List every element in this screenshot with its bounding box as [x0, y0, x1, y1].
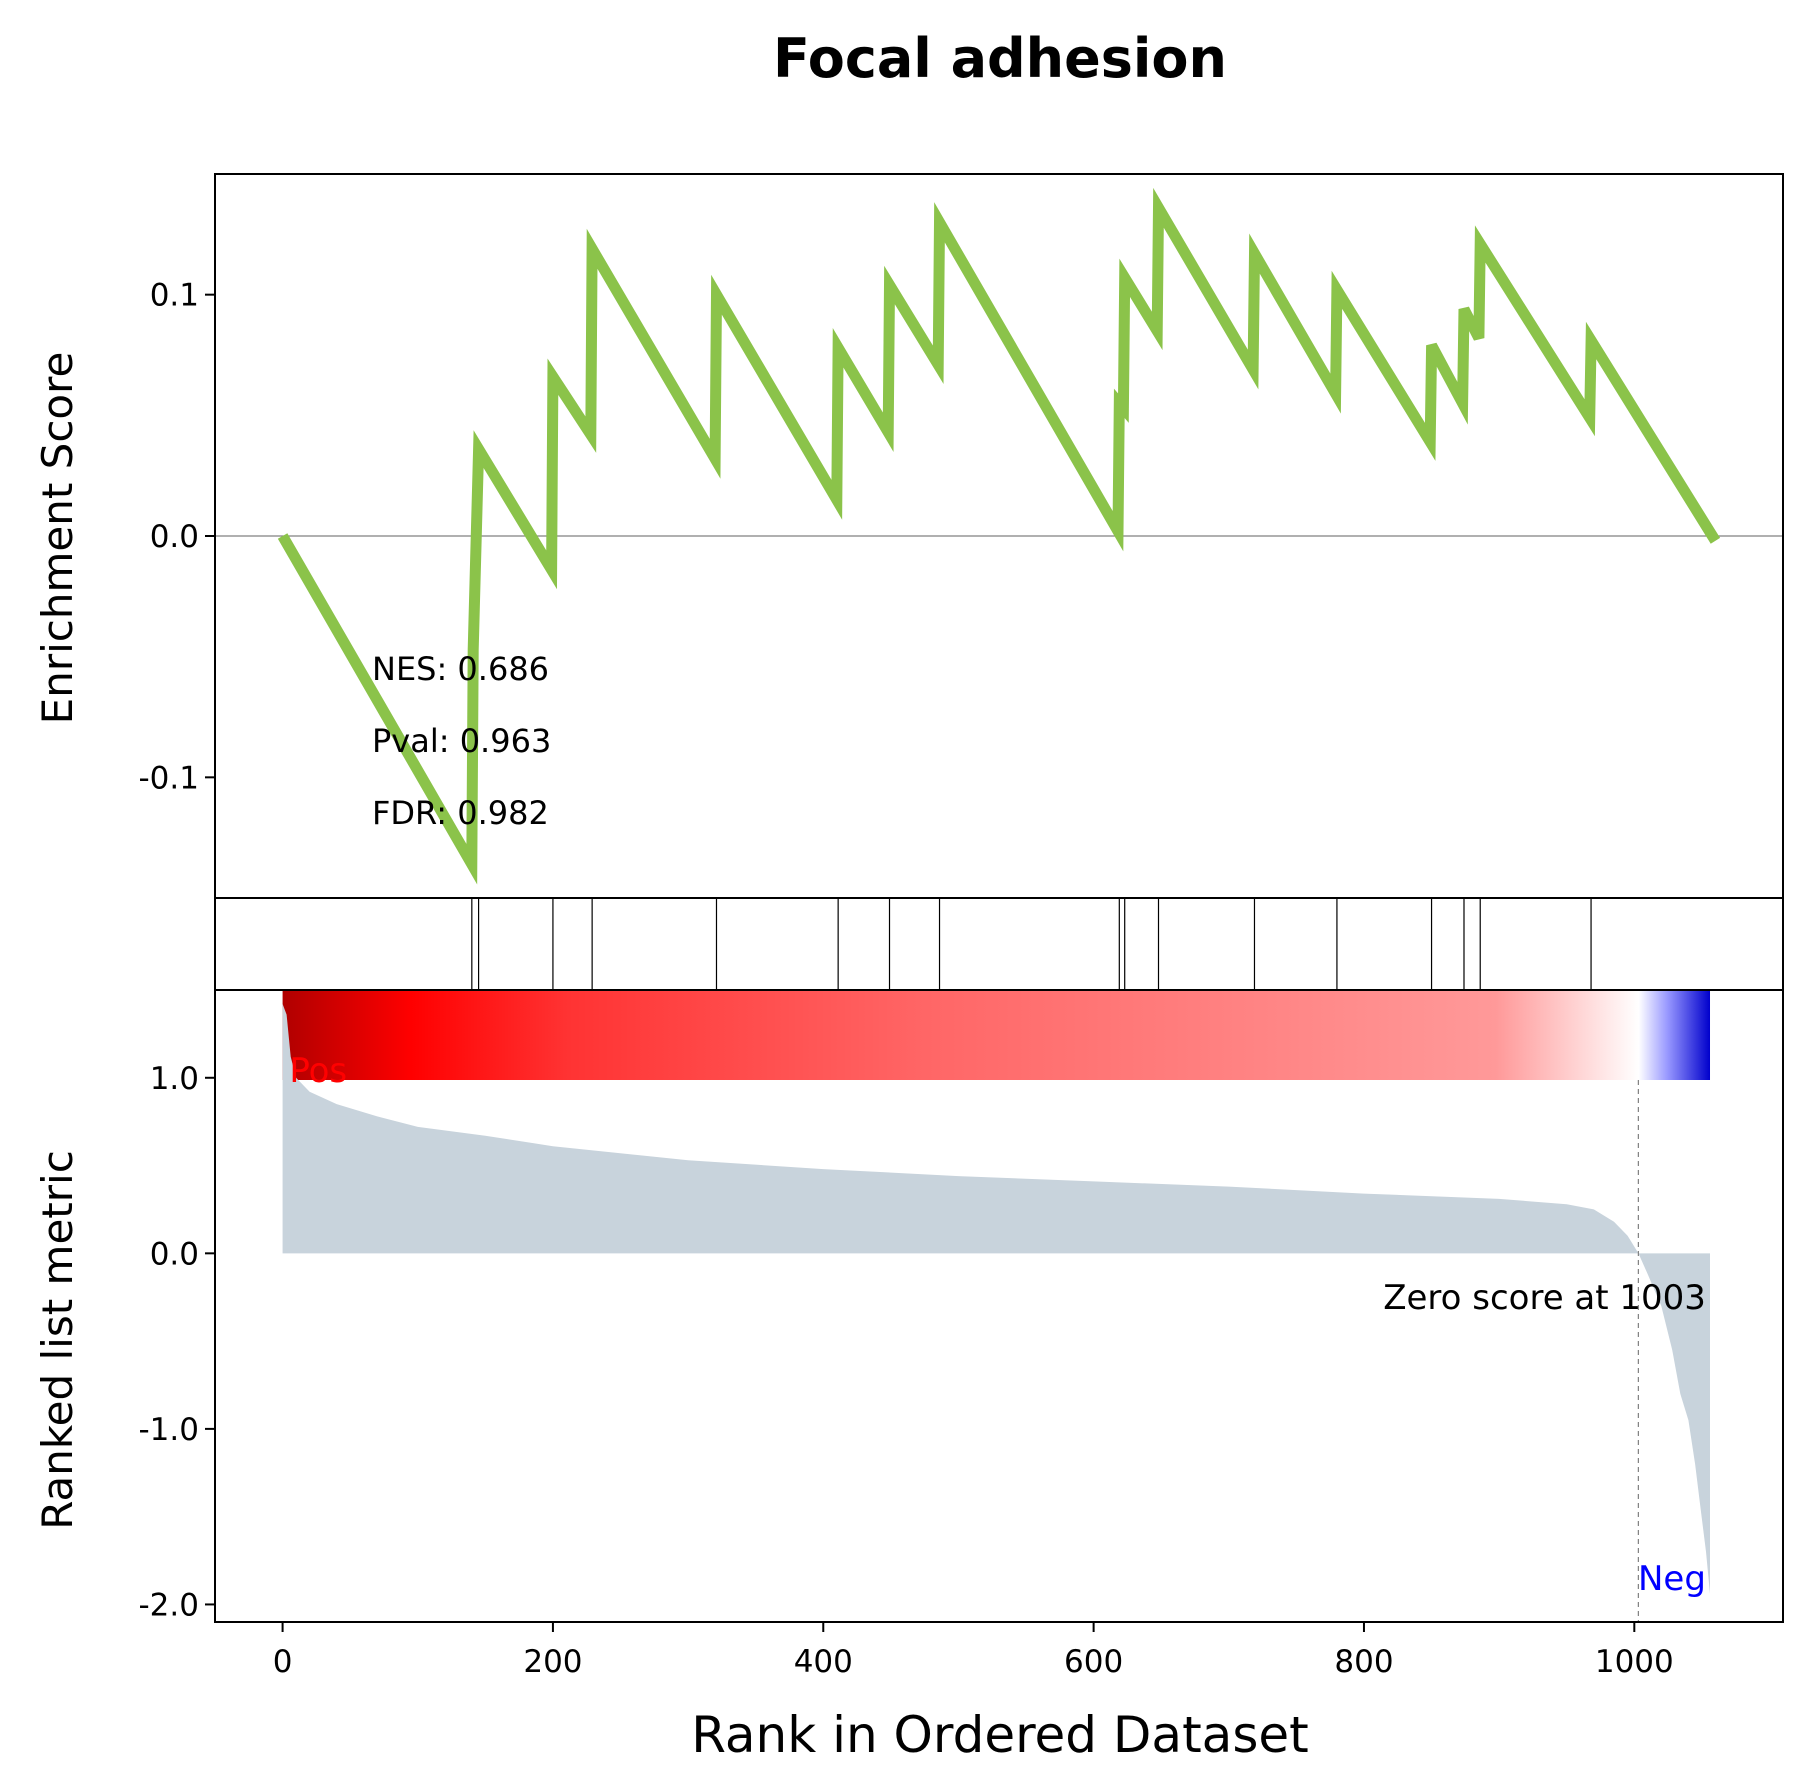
metric-panel-frame [214, 989, 1784, 1623]
es-y-tick-label: 0.1 [150, 278, 199, 314]
metric-y-ticks: 1.0 0.0 -1.0 -2.0 [139, 1061, 215, 1623]
x-tick-label: 1000 [1595, 1644, 1674, 1680]
x-tick-label: 600 [1064, 1644, 1123, 1680]
chart-title: Focal adhesion [773, 27, 1227, 90]
hits-panel-frame [214, 897, 1784, 991]
enrichment-score-panel: 0.1 0.0 -0.1 Enrichment Score NES: 0.686 P… [33, 173, 1784, 899]
nes-annotation: NES: 0.686 [372, 650, 549, 688]
es-y-tick-label: -0.1 [139, 760, 200, 796]
metric-y-tick-label: -1.0 [139, 1412, 200, 1448]
metric-y-tick-label: -2.0 [139, 1587, 200, 1623]
fdr-annotation: FDR: 0.982 [372, 794, 549, 832]
pval-annotation: Pval: 0.963 [372, 722, 551, 760]
gene-hits-panel [214, 897, 1784, 991]
enrichment-score-line [277, 187, 1721, 885]
es-y-tick-label: 0.0 [150, 519, 199, 555]
rank-heatmap-bar [282, 990, 1711, 1080]
x-ticks: 0 200 400 600 800 1000 [273, 1622, 1674, 1680]
x-tick-label: 800 [1334, 1644, 1393, 1680]
metric-y-tick-label: 0.0 [150, 1236, 199, 1272]
zero-score-label: Zero score at 1003 [1383, 1278, 1706, 1318]
x-tick-label: 400 [794, 1644, 853, 1680]
es-y-ticks: 0.1 0.0 -0.1 [139, 278, 215, 796]
metric-y-axis-label: Ranked list metric [33, 1150, 82, 1530]
es-y-axis-label: Enrichment Score [33, 352, 82, 725]
gene-hit-marks [471, 898, 1592, 990]
ranked-metric-panel: Pos Neg Zero score at 1003 1.0 0.0 -1.0 -2.… [33, 989, 1784, 1764]
pos-label: Pos [289, 1051, 347, 1091]
metric-y-tick-label: 1.0 [150, 1061, 199, 1097]
x-tick-label: 0 [273, 1644, 293, 1680]
x-tick-label: 200 [523, 1644, 582, 1680]
x-axis-label: Rank in Ordered Dataset [691, 1706, 1308, 1764]
neg-label: Neg [1638, 1559, 1706, 1599]
